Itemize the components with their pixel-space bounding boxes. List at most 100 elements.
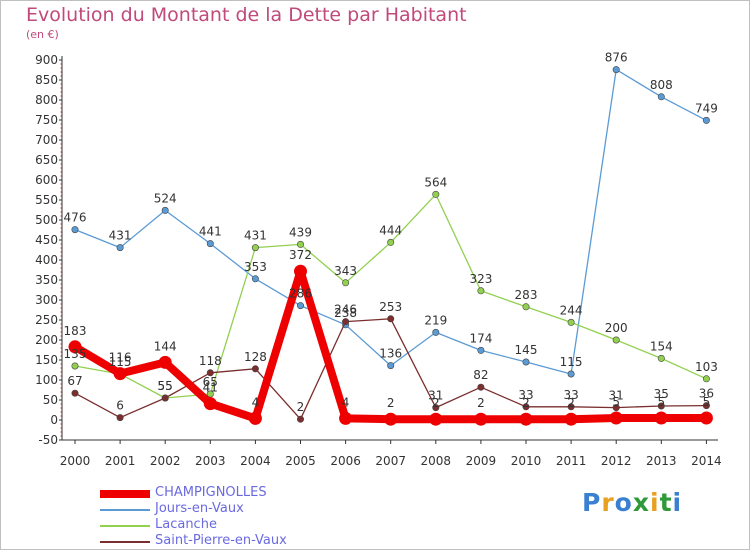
data-point-lacanche — [702, 375, 710, 383]
data-label-champignolles: 2 — [387, 396, 395, 410]
data-label-saint-pierre-en-vaux: 35 — [654, 387, 669, 401]
data-point-jours-en-vaux — [477, 346, 485, 354]
data-point-champignolles — [158, 355, 172, 369]
data-label-champignolles: 4 — [342, 395, 350, 409]
data-point-jours-en-vaux — [612, 66, 620, 74]
data-label-lacanche: 200 — [605, 321, 628, 335]
x-tick-label: 2002 — [150, 454, 181, 468]
legend-label: Jours-en-Vaux — [155, 501, 244, 516]
x-tick-label: 2007 — [375, 454, 406, 468]
x-tick-label: 2014 — [691, 454, 722, 468]
data-label-lacanche: 564 — [424, 175, 447, 189]
data-point-saint-pierre-en-vaux — [612, 404, 620, 412]
data-label-saint-pierre-en-vaux: 128 — [244, 350, 267, 364]
chart-unit-label: (en €) — [26, 28, 59, 41]
data-point-saint-pierre-en-vaux — [342, 318, 350, 326]
data-point-jours-en-vaux — [702, 116, 710, 124]
data-label-jours-en-vaux: 476 — [64, 211, 87, 225]
data-point-lacanche — [477, 287, 485, 295]
data-point-champignolles — [654, 411, 668, 425]
data-point-lacanche — [296, 240, 304, 248]
data-label-jours-en-vaux: 219 — [424, 313, 447, 327]
y-tick-label: 300 — [35, 293, 58, 307]
legend-label: Lacanche — [155, 517, 217, 532]
data-point-jours-en-vaux — [71, 226, 79, 234]
data-point-jours-en-vaux — [567, 370, 575, 378]
data-point-saint-pierre-en-vaux — [387, 315, 395, 323]
y-tick-label: 400 — [35, 253, 58, 267]
logo-letter: P — [582, 488, 602, 517]
data-label-champignolles: 5 — [657, 395, 665, 409]
data-label-saint-pierre-en-vaux: 253 — [379, 300, 402, 314]
data-label-jours-en-vaux: 145 — [515, 343, 538, 357]
x-tick-label: 2012 — [601, 454, 632, 468]
y-tick-label: 350 — [35, 273, 58, 287]
data-label-saint-pierre-en-vaux: 118 — [199, 354, 222, 368]
x-tick-label: 2001 — [105, 454, 136, 468]
data-label-lacanche: 55 — [158, 379, 173, 393]
data-label-champignolles: 2 — [567, 396, 575, 410]
data-point-jours-en-vaux — [432, 328, 440, 336]
y-tick-label: 50 — [43, 393, 58, 407]
data-point-champignolles — [68, 340, 82, 354]
data-label-champignolles: 5 — [612, 395, 620, 409]
data-point-saint-pierre-en-vaux — [71, 389, 79, 397]
y-tick-label: 450 — [35, 233, 58, 247]
data-label-jours-en-vaux: 174 — [469, 331, 492, 345]
logo-letter: r — [601, 488, 615, 517]
x-tick-label: 2005 — [285, 454, 316, 468]
data-label-saint-pierre-en-vaux: 246 — [334, 303, 357, 317]
data-point-jours-en-vaux — [206, 240, 214, 248]
data-label-jours-en-vaux: 353 — [244, 260, 267, 274]
logo-letter: t — [659, 488, 673, 517]
data-label-champignolles: 2 — [432, 396, 440, 410]
data-point-lacanche — [71, 362, 79, 370]
legend-label: Saint-Pierre-en-Vaux — [155, 533, 287, 548]
data-label-champignolles: 5 — [703, 395, 711, 409]
x-tick-label: 2008 — [421, 454, 452, 468]
data-point-saint-pierre-en-vaux — [522, 403, 530, 411]
data-point-saint-pierre-en-vaux — [296, 415, 304, 423]
x-tick-label: 2004 — [240, 454, 271, 468]
data-label-lacanche: 65 — [203, 375, 218, 389]
data-point-saint-pierre-en-vaux — [657, 402, 665, 410]
data-label-jours-en-vaux: 136 — [379, 347, 402, 361]
data-point-lacanche — [522, 303, 530, 311]
data-labels-layer: 4764315244413532862381362191741451158768… — [64, 51, 718, 415]
data-label-saint-pierre-en-vaux: 33 — [563, 388, 578, 402]
data-label-champignolles: 2 — [522, 396, 530, 410]
x-tick-label: 2009 — [466, 454, 497, 468]
x-tick-label: 2003 — [195, 454, 226, 468]
data-label-lacanche: 103 — [695, 360, 718, 374]
data-label-jours-en-vaux: 749 — [695, 101, 718, 115]
data-label-saint-pierre-en-vaux: 2 — [297, 400, 305, 414]
data-point-champignolles — [294, 264, 307, 278]
x-tick-label: 2011 — [556, 454, 587, 468]
data-point-champignolles — [519, 412, 533, 426]
data-point-champignolles — [248, 411, 262, 425]
logo-letter: i — [672, 488, 683, 517]
data-point-saint-pierre-en-vaux — [702, 402, 710, 410]
data-label-champignolles: 116 — [109, 351, 132, 365]
data-label-saint-pierre-en-vaux: 31 — [428, 389, 443, 403]
data-point-champignolles — [609, 411, 623, 425]
data-point-saint-pierre-en-vaux — [432, 404, 440, 412]
y-tick-label: 850 — [35, 73, 58, 87]
data-label-saint-pierre-en-vaux: 6 — [116, 399, 124, 413]
data-label-lacanche: 244 — [560, 303, 583, 317]
chart-title: Evolution du Montant de la Dette par Hab… — [26, 4, 467, 26]
data-point-jours-en-vaux — [657, 93, 665, 101]
data-label-lacanche: 283 — [515, 288, 538, 302]
y-tick-label: 550 — [35, 193, 58, 207]
data-point-lacanche — [567, 318, 575, 326]
y-tick-label: 650 — [35, 153, 58, 167]
data-point-lacanche — [612, 336, 620, 344]
data-label-jours-en-vaux: 441 — [199, 225, 222, 239]
y-tick-label: 100 — [35, 373, 58, 387]
y-tick-label: 250 — [35, 313, 58, 327]
data-point-lacanche — [387, 238, 395, 246]
data-label-champignolles: 4 — [252, 395, 260, 409]
data-label-lacanche: 343 — [334, 264, 357, 278]
data-point-champignolles — [113, 367, 127, 381]
